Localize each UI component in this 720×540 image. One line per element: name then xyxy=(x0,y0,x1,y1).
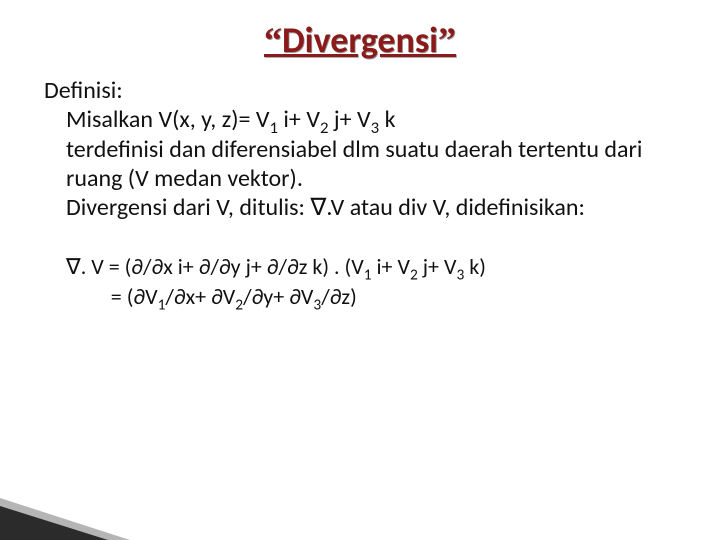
eq-pad xyxy=(66,283,111,310)
text: = (∂V xyxy=(111,283,158,310)
definition-line-3: Divergensi dari V, ditulis: ∇.V atau div… xyxy=(66,193,676,222)
title-open-quote: “ xyxy=(264,20,282,60)
text: k xyxy=(379,105,395,134)
corner-triangle-dark xyxy=(0,506,108,540)
title-word: Divergensi xyxy=(282,18,438,62)
text: /∂x+ ∂V xyxy=(165,283,235,310)
text: j+ V xyxy=(328,105,370,134)
text: /∂z) xyxy=(321,283,357,310)
text: i+ V xyxy=(372,253,410,280)
text: k) xyxy=(464,253,486,280)
equation-line-1: ∇. V = (∂/∂x i+ ∂/∂y j+ ∂/∂z k) . (V1 i+… xyxy=(66,252,676,282)
definition-block: Definisi: Misalkan V(x, y, z)= V1 i+ V2 … xyxy=(44,76,676,222)
slide-title: “Divergensi” xyxy=(44,18,676,62)
definition-label: Definisi: xyxy=(44,76,676,105)
text: i+ V xyxy=(278,105,320,134)
subscript: 1 xyxy=(364,266,372,285)
text: /∂y+ ∂V xyxy=(243,283,313,310)
equation-line-2: = (∂V1/∂x+ ∂V2/∂y+ ∂V3/∂z) xyxy=(66,282,676,312)
text: j+ V xyxy=(418,253,457,280)
definition-content: Misalkan V(x, y, z)= V1 i+ V2 j+ V3 k te… xyxy=(44,105,676,222)
subscript: 2 xyxy=(410,266,418,285)
definition-line-2: terdefinisi dan diferensiabel dlm suatu … xyxy=(66,135,676,194)
equation-block: ∇. V = (∂/∂x i+ ∂/∂y j+ ∂/∂z k) . (V1 i+… xyxy=(44,252,676,311)
title-close-quote: ” xyxy=(438,20,456,60)
definition-line-1: Misalkan V(x, y, z)= V1 i+ V2 j+ V3 k xyxy=(66,105,676,134)
corner-accent xyxy=(0,496,130,540)
text: Misalkan V(x, y, z)= V xyxy=(66,105,269,134)
text: ∇. V = (∂/∂x i+ ∂/∂y j+ ∂/∂z k) . (V xyxy=(66,253,364,280)
slide: “Divergensi” Definisi: Misalkan V(x, y, … xyxy=(0,0,720,540)
subscript: 2 xyxy=(235,295,243,314)
